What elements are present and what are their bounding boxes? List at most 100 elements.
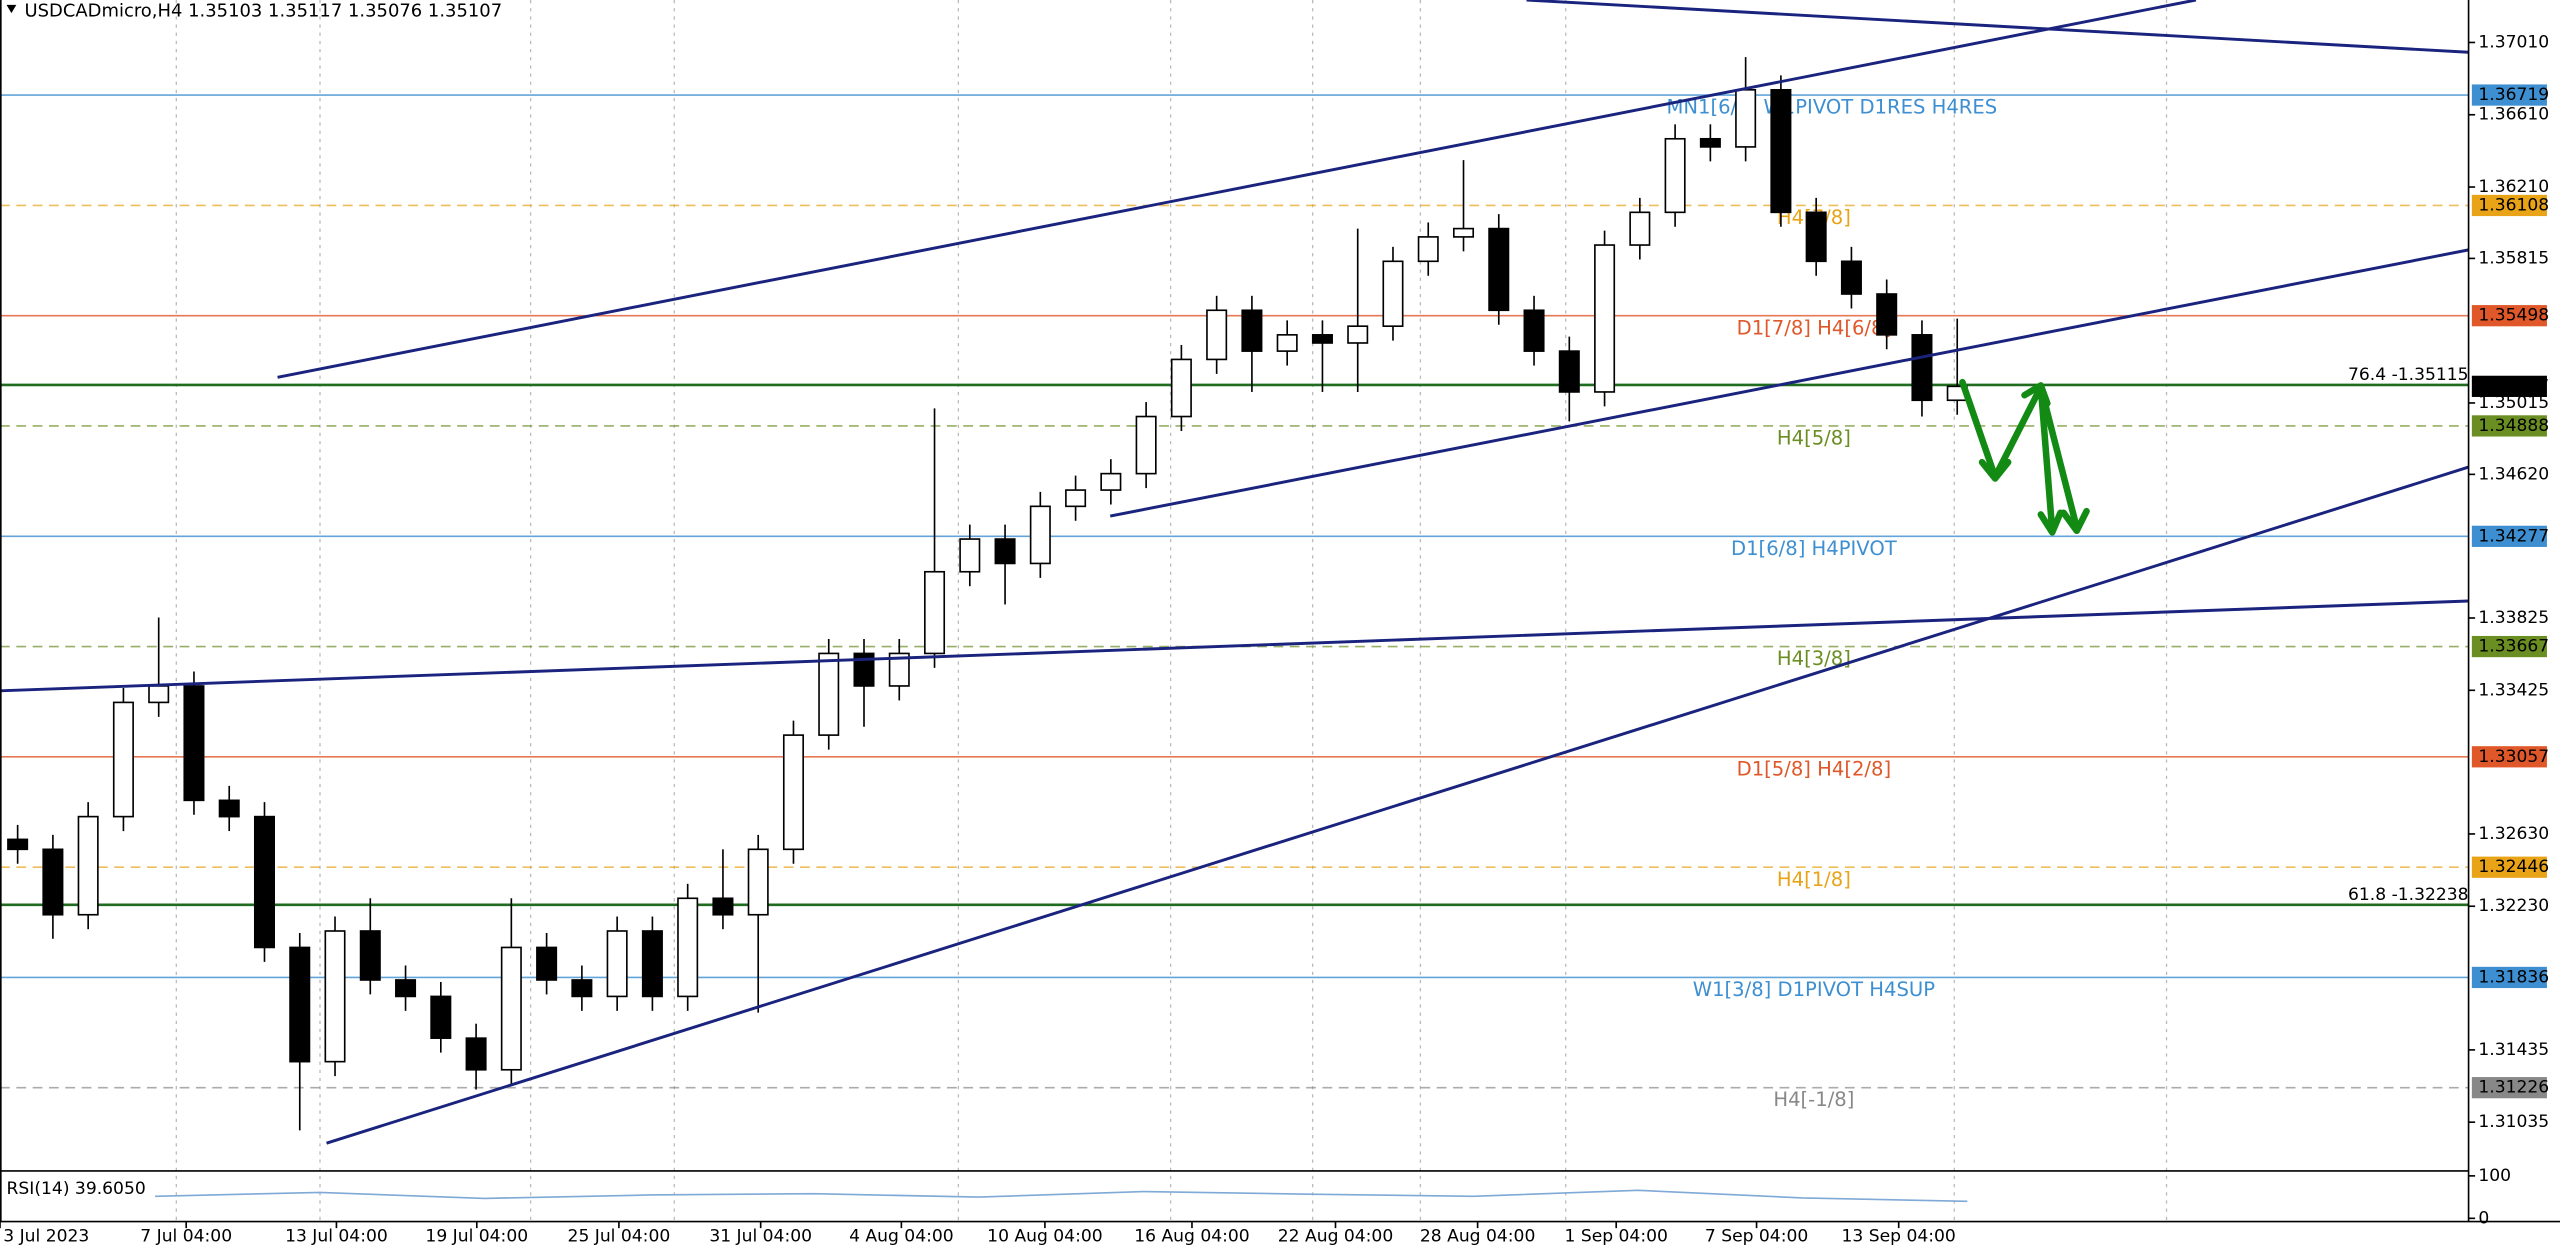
candle-body [289, 946, 311, 1063]
candle-body [112, 701, 134, 818]
axes: 1.37010 1.36610 1.36210 1.35815 1.35015 1.346… [0, 32, 2549, 1246]
y-tick-label: 1.35815 [2478, 248, 2549, 268]
candle-body [1876, 293, 1898, 336]
candle-body [1135, 415, 1157, 475]
candle-body [1664, 137, 1686, 214]
candle-body [1311, 334, 1333, 344]
current-price-label: 1.35107 [2478, 376, 2549, 396]
candle-body [782, 734, 804, 851]
x-tick-label: 4 Aug 04:00 [849, 1226, 954, 1246]
price-box-label: 1.32446 [2478, 857, 2549, 877]
price-box-label: 1.35498 [2478, 306, 2549, 326]
level-label: H4[3/8] [1777, 647, 1851, 670]
candle-body [1241, 309, 1263, 352]
rsi-panel: RSI(14) 39.6050 100 0 [7, 1166, 2512, 1228]
candle-body [1735, 88, 1757, 148]
candle-body [1417, 236, 1439, 263]
candle-body [1452, 227, 1475, 238]
candle-body [1100, 472, 1122, 491]
price-box [2471, 194, 2547, 217]
y-tick-label: 1.36210 [2478, 177, 2549, 197]
level-label: H4[1/8] [1777, 868, 1851, 891]
candle-body [924, 570, 946, 655]
candle-body [183, 685, 205, 802]
candle-body [7, 838, 29, 851]
candle-body [959, 538, 981, 573]
candle-body [218, 799, 240, 818]
price-box [2471, 84, 2547, 106]
x-tick-label: 25 Jul 04:00 [568, 1226, 671, 1246]
price-box [2471, 856, 2547, 878]
price-box-label: 1.34888 [2478, 416, 2549, 436]
candle-body [641, 930, 663, 998]
y-tick-label: 1.33825 [2478, 608, 2549, 628]
y-tick-label: 1.36610 [2478, 105, 2549, 125]
candle-body [148, 685, 170, 704]
candle-body [1276, 334, 1298, 352]
rsi-tick-label: 0 [2478, 1208, 2489, 1228]
candle-body [1558, 350, 1580, 393]
candle-body [1699, 137, 1721, 148]
x-tick-label: 22 Aug 04:00 [1278, 1226, 1393, 1246]
level-label: D1[5/8] H4[2/8] [1737, 757, 1891, 780]
level-label: W1[3/8] D1PIVOT H4SUP [1693, 978, 1935, 1001]
price-box [2471, 305, 2547, 327]
rsi-line [155, 1189, 1968, 1203]
rsi-label: RSI(14) 39.6050 [7, 1179, 146, 1199]
chart-title: USDCADmicro,H4 1.35103 1.35117 1.35076 1… [24, 0, 502, 21]
fib-label: 61.8 -1.32238 [2348, 885, 2469, 905]
x-tick-label: 31 Jul 04:00 [709, 1226, 812, 1246]
candle-body [1805, 211, 1827, 263]
x-tick-label: 16 Aug 04:00 [1134, 1226, 1249, 1246]
candle-body [1523, 309, 1545, 352]
fib-label: 76.4 -1.35115 [2348, 365, 2469, 385]
candle-body [465, 1037, 487, 1071]
forecast-arrow [1959, 378, 2090, 536]
x-tick-label: 13 Jul 04:00 [285, 1226, 388, 1246]
price-box [2471, 415, 2547, 437]
candle-body [571, 979, 593, 998]
candle-body [888, 652, 910, 687]
candle-body [77, 815, 99, 916]
candle-body [1911, 334, 1933, 402]
y-tick-label: 1.32230 [2478, 896, 2549, 916]
price-box [2471, 635, 2547, 658]
price-box [2471, 966, 2547, 989]
menu-triangle [6, 4, 17, 14]
candle-body [853, 652, 875, 687]
level-label: D1[6/8] H4PIVOT [1731, 537, 1898, 560]
candle-body [500, 946, 522, 1071]
y-tick-label: 1.37010 [2478, 32, 2549, 52]
candle-body [1347, 325, 1369, 344]
x-tick-label: 13 Sep 04:00 [1842, 1226, 1956, 1246]
y-tick-label: 1.31035 [2478, 1112, 2549, 1132]
x-tick-label: 10 Aug 04:00 [987, 1226, 1102, 1246]
level-label: H4[5/8] [1777, 426, 1851, 449]
price-box-label: 1.33057 [2478, 747, 2549, 767]
candle-body [606, 930, 628, 998]
candle-body [1770, 88, 1792, 214]
candle-body [677, 897, 699, 998]
candle-body [1488, 227, 1510, 312]
price-box-label: 1.36108 [2478, 195, 2549, 215]
price-box-label: 1.31836 [2478, 967, 2549, 987]
level-label: MN1[6/8] W1PIVOT D1RES H4RES [1666, 96, 1997, 119]
price-box-label: 1.34277 [2478, 526, 2549, 546]
candle-body [1029, 505, 1051, 565]
candles [7, 57, 1968, 1131]
x-tick-label: 3 Jul 2023 [3, 1226, 89, 1246]
candle-body [1170, 358, 1192, 418]
candle-body [1065, 489, 1087, 508]
price-box-label: 1.31226 [2478, 1078, 2549, 1098]
candle-body [712, 897, 734, 916]
candle-body [994, 538, 1016, 565]
candle-body [1629, 211, 1651, 246]
price-box [2471, 1077, 2547, 1099]
x-tick-label: 19 Jul 04:00 [425, 1226, 528, 1246]
x-tick-label: 7 Sep 04:00 [1705, 1226, 1808, 1246]
y-tick-label: 1.31435 [2478, 1040, 2549, 1060]
candle-body [1840, 260, 1862, 295]
price-box [2471, 525, 2547, 547]
